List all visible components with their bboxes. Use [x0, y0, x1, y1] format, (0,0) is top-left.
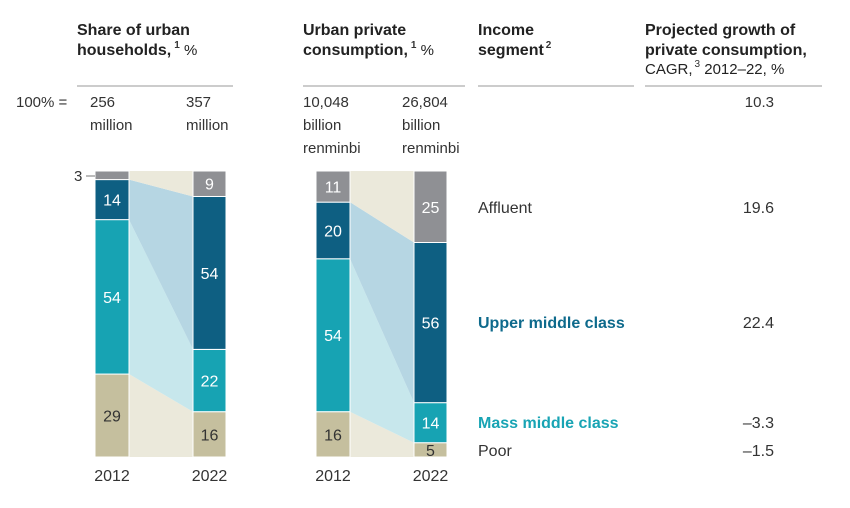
- bar-consumption-2022-mass-middle: [413, 402, 448, 444]
- flow-households-poor: [129, 374, 193, 457]
- bar-households-2012-upper-middle: [94, 179, 130, 221]
- flow-consumption-mass-middle: [350, 258, 414, 443]
- bar-consumption-2012-mass-middle: [315, 258, 351, 413]
- bar-consumption-2022-upper-middle: [413, 242, 448, 404]
- growth-value-affluent: 19.6: [743, 200, 774, 217]
- total-hh-2012-value: 256: [90, 94, 115, 111]
- segment-label-poor: Poor: [478, 443, 512, 460]
- small-affluent-label: 3: [74, 168, 82, 185]
- flow-consumption-upper-middle: [350, 202, 414, 403]
- segment-label-mass-middle: Mass middle class: [478, 415, 619, 432]
- total-hh-2022-value: 357: [186, 94, 211, 111]
- total-hh-2012-unit: million: [90, 117, 133, 134]
- bar-label-consumption-2022-upper-middle: 56: [422, 316, 440, 333]
- growth-value-mass-middle: –3.3: [743, 415, 774, 432]
- bar-label-households-2012-poor: 29: [103, 409, 121, 426]
- header-income-line1: Income: [478, 22, 534, 39]
- bar-label-consumption-2012-upper-middle: 20: [324, 223, 342, 240]
- flow-consumption-poor: [350, 411, 414, 457]
- bar-label-households-2012-mass-middle: 54: [103, 290, 121, 307]
- bar-consumption-2022-affluent: [413, 170, 448, 243]
- header-growth-line3: CAGR, 3 2012–22, %: [645, 59, 784, 78]
- bar-label-consumption-2022-poor: 5: [426, 443, 435, 460]
- bar-label-consumption-2022-mass-middle: 14: [422, 416, 440, 433]
- header-households: Share of urban households, 1 %: [77, 22, 197, 59]
- bar-households-2022-upper-middle: [192, 195, 227, 350]
- year-label-consumption-2022: 2022: [413, 468, 449, 485]
- total-growth-value: 10.3: [745, 94, 774, 111]
- bar-households-2022-affluent: [192, 170, 227, 197]
- bar-label-households-2012-upper-middle: 14: [103, 193, 121, 210]
- bar-households-2022-mass-middle: [192, 348, 227, 413]
- growth-value-poor: –1.5: [743, 443, 774, 460]
- total-cons-2012-unit2: renminbi: [303, 140, 361, 157]
- header-households-line2: households, 1 %: [77, 40, 197, 59]
- year-label-households-2022: 2022: [192, 468, 228, 485]
- total-cons-2022-unit2: renminbi: [402, 140, 460, 157]
- bar-label-households-2022-poor: 16: [201, 427, 219, 444]
- segment-list: Affluent 19.6 Upper middle class 22.4 Ma…: [478, 200, 774, 460]
- bar-households-2022-poor: [192, 411, 227, 458]
- bar-consumption-2012-upper-middle: [315, 201, 351, 260]
- bar-households-2012-poor: [94, 373, 130, 458]
- stacked-bars: [94, 170, 448, 458]
- bar-label-households-2022-mass-middle: 22: [201, 374, 219, 391]
- bar-label-consumption-2022-affluent: 25: [422, 200, 440, 217]
- year-label-households-2012: 2012: [94, 468, 130, 485]
- year-label-consumption-2012: 2012: [315, 468, 351, 485]
- total-cons-2012-value: 10,048: [303, 94, 349, 111]
- header-income-line2: segment 2: [478, 40, 552, 59]
- flow-households-upper-middle: [129, 179, 193, 350]
- bar-label-consumption-2012-poor: 16: [324, 427, 342, 444]
- flow-households-mass-middle: [129, 219, 193, 412]
- header-growth-line2: private consumption,: [645, 42, 807, 59]
- bar-consumption-2012-affluent: [315, 170, 351, 203]
- segment-label-upper-middle: Upper middle class: [478, 315, 625, 332]
- header-income-segment: Income segment 2: [478, 22, 552, 59]
- header-consumption-line2: consumption, 1 %: [303, 40, 434, 59]
- total-hh-2022-unit: million: [186, 117, 229, 134]
- totals-label: 100% =: [16, 94, 68, 111]
- bar-label-households-2022-affluent: 9: [205, 177, 214, 194]
- year-labels: 2012 2022 2012 2022: [94, 468, 448, 485]
- header-growth-line1: Projected growth of: [645, 22, 796, 39]
- bar-label-consumption-2012-affluent: 11: [325, 180, 342, 197]
- segment-label-affluent: Affluent: [478, 200, 533, 217]
- total-cons-2022-value: 26,804: [402, 94, 448, 111]
- bar-label-consumption-2012-mass-middle: 54: [324, 328, 342, 345]
- bar-label-households-2022-upper-middle: 54: [201, 266, 219, 283]
- growth-value-upper-middle: 22.4: [743, 315, 774, 332]
- bar-value-labels: 29 54 14 16 22 54 9 16 54 20 11 5 14 56 25: [103, 177, 439, 460]
- bar-households-2012-affluent: [94, 170, 130, 181]
- header-households-line1: Share of urban: [77, 22, 190, 39]
- total-cons-2012-unit1: billion: [303, 117, 341, 134]
- header-growth: Projected growth of private consumption,…: [645, 22, 807, 78]
- flow-consumption-affluent: [350, 171, 414, 243]
- header-consumption-line1: Urban private: [303, 22, 406, 39]
- flow-households-affluent: [129, 171, 193, 197]
- flow-bands: [129, 171, 414, 457]
- header-consumption: Urban private consumption, 1 %: [303, 22, 434, 59]
- total-cons-2022-unit1: billion: [402, 117, 440, 134]
